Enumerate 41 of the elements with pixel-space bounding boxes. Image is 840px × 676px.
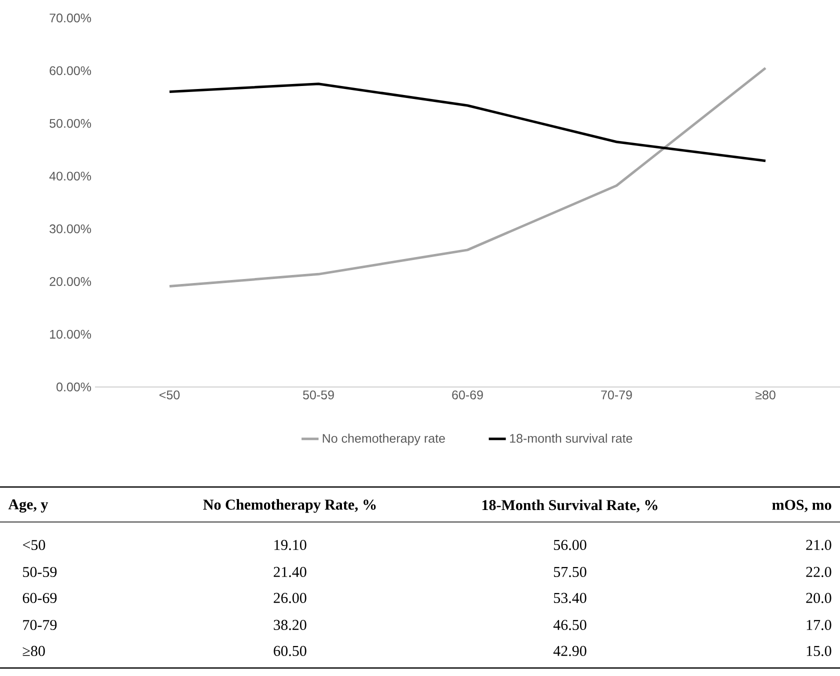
legend-label: No chemotherapy rate: [322, 434, 445, 446]
y-tick-label: 20.00%: [50, 277, 92, 286]
y-tick-label: 50.00%: [50, 118, 92, 128]
text: 56.00: [554, 540, 586, 550]
legend-label: 18-month survival rate: [510, 434, 632, 443]
category-label: ≥80: [22, 646, 45, 656]
text: 22.0: [806, 566, 832, 578]
category-label: <50: [22, 540, 46, 550]
text: 38.20: [274, 620, 306, 630]
y-tick-label: 70.00%: [50, 14, 92, 22]
category-label: 50-59: [23, 566, 57, 578]
line-series: [168, 66, 767, 288]
text: 21.40: [274, 566, 306, 578]
text: 17.0: [806, 620, 832, 630]
text: 15.0: [806, 646, 832, 656]
text: 46.50: [553, 620, 586, 630]
text: 19.10: [274, 540, 306, 550]
x-tick-label: ≥80: [756, 390, 776, 400]
category-label: 70-79: [23, 620, 57, 630]
text: Age, y: [8, 499, 48, 513]
text: 60.50: [274, 646, 306, 656]
text: mOS, mo: [772, 500, 832, 512]
x-tick-label: <50: [160, 390, 180, 400]
text: 20.0: [806, 592, 832, 604]
y-tick-label: 10.00%: [50, 330, 92, 339]
line-series: [168, 82, 767, 162]
y-tick-label: 40.00%: [49, 172, 92, 181]
y-tick-label: 0.00%: [56, 382, 92, 392]
y-tick-label: 60.00%: [50, 66, 92, 76]
text: No Chemotherapy Rate, %: [203, 499, 376, 513]
x-tick-label: 70-79: [601, 390, 632, 400]
category-label: 60-69: [22, 592, 57, 604]
x-tick-label: 60-69: [452, 390, 483, 400]
y-tick-label: 30.00%: [50, 224, 92, 234]
text: 53.40: [554, 592, 586, 604]
text: 18-Month Survival Rate, %: [482, 500, 658, 512]
text: 42.90: [553, 646, 586, 656]
text: 57.50: [554, 566, 586, 578]
x-tick-label: 50-59: [303, 390, 334, 400]
text: 26.00: [274, 592, 306, 604]
text: 21.0: [806, 540, 832, 550]
